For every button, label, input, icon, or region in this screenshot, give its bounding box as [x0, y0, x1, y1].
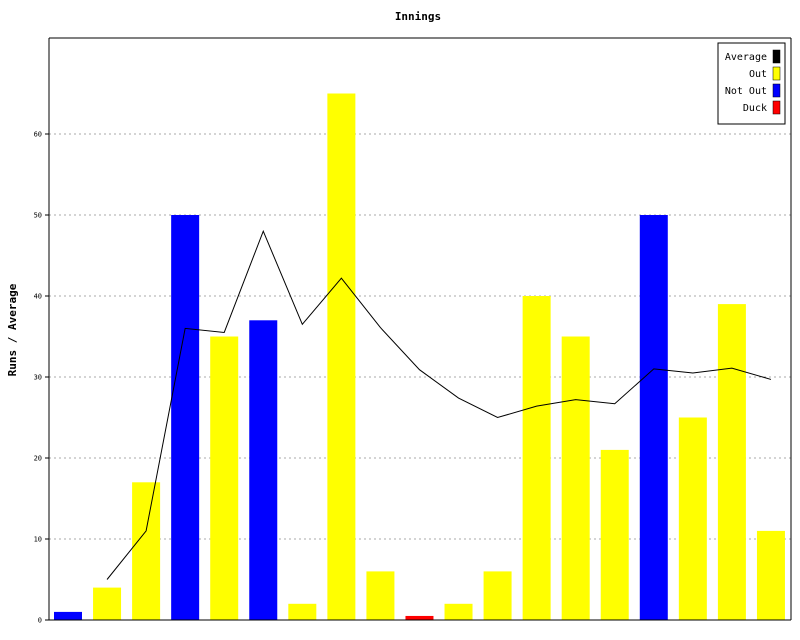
bar-series [54, 93, 785, 620]
bar [249, 320, 278, 620]
y-tick-label: 0 [38, 617, 42, 625]
y-tick-label: 20 [34, 455, 42, 463]
y-tick-label: 60 [34, 131, 42, 139]
bar [639, 215, 668, 620]
legend-swatch [772, 100, 781, 115]
y-tick-label: 10 [34, 536, 42, 544]
legend-label: Out [749, 69, 767, 80]
average-series [106, 229, 772, 580]
y-tick-label: 30 [34, 374, 42, 382]
y-axis-label: Runs / Average [6, 283, 19, 376]
bar [522, 296, 551, 620]
axes: 0 10 20 30 40 50 60 [34, 37, 792, 625]
bar [288, 603, 317, 620]
bar [405, 615, 434, 620]
average-line [106, 229, 772, 580]
bar [171, 215, 200, 620]
bar [483, 571, 512, 620]
bar [444, 603, 473, 620]
bar [132, 482, 161, 620]
legend-label: Duck [743, 103, 767, 114]
bar [327, 93, 356, 620]
bar [717, 304, 746, 620]
bar [756, 530, 785, 620]
legend-label: Not Out [725, 86, 767, 97]
bar [54, 611, 82, 620]
bar [600, 449, 629, 620]
chart-title: Innings [395, 10, 441, 23]
y-tick-label: 40 [34, 293, 42, 301]
legend-swatch [772, 66, 781, 81]
legend: Average Out Not Out Duck [717, 42, 786, 125]
bar [678, 417, 707, 620]
bar [210, 336, 239, 620]
bar [93, 587, 122, 620]
legend-swatch [772, 49, 781, 64]
bar [561, 336, 590, 620]
y-tick-label: 50 [34, 212, 42, 220]
legend-label: Average [725, 52, 767, 63]
legend-swatch [772, 83, 781, 98]
gridlines [49, 133, 791, 540]
bar [366, 571, 395, 620]
